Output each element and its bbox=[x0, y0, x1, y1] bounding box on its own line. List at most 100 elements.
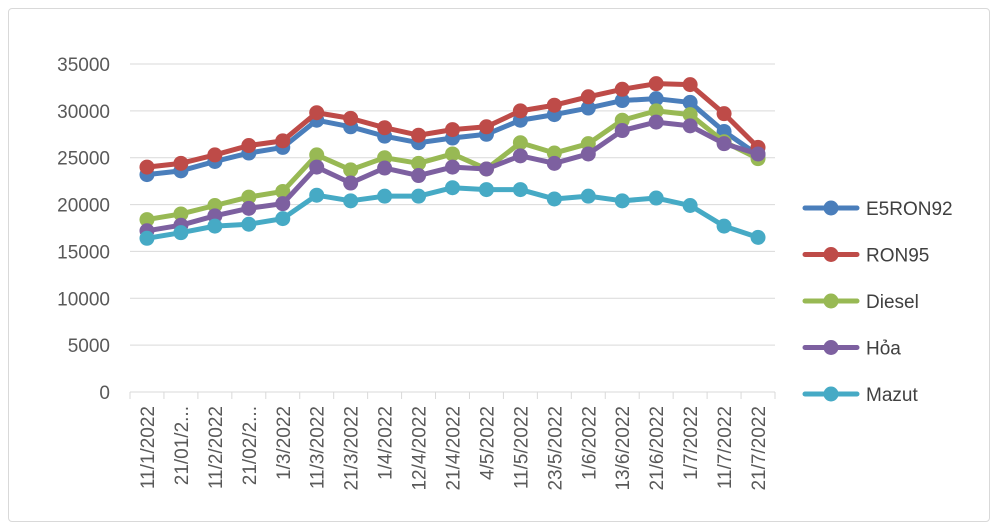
data-point bbox=[411, 155, 427, 171]
legend-label: E5RON92 bbox=[866, 199, 953, 220]
data-point bbox=[411, 168, 427, 184]
data-point bbox=[512, 135, 528, 151]
legend-item: RON95 bbox=[802, 246, 929, 267]
data-point bbox=[750, 229, 766, 245]
x-tick-label: 11/7/2022 bbox=[715, 406, 736, 489]
legend: E5RON92 RON95 Diesel Hỏa Mazut bbox=[802, 199, 953, 406]
data-point bbox=[512, 148, 528, 164]
data-point bbox=[139, 159, 155, 175]
data-point bbox=[275, 133, 291, 149]
series-1 bbox=[139, 76, 766, 175]
data-point bbox=[139, 212, 155, 228]
x-tick-label: 4/5/2022 bbox=[477, 406, 498, 480]
data-point bbox=[512, 103, 528, 119]
data-point bbox=[546, 155, 562, 171]
data-point bbox=[343, 193, 359, 209]
data-point bbox=[750, 146, 766, 162]
data-point bbox=[580, 146, 596, 162]
data-point bbox=[275, 183, 291, 199]
data-point bbox=[716, 123, 732, 139]
data-point bbox=[682, 198, 698, 214]
data-point bbox=[614, 123, 630, 139]
x-tick-label: 23/5/2022 bbox=[545, 406, 566, 491]
data-point bbox=[716, 106, 732, 122]
y-tick-label: 25000 bbox=[57, 149, 110, 170]
data-point bbox=[478, 161, 494, 177]
data-point bbox=[343, 110, 359, 126]
data-point bbox=[377, 120, 393, 136]
legend-marker bbox=[823, 293, 839, 309]
data-point bbox=[309, 147, 325, 163]
data-point bbox=[207, 208, 223, 224]
x-tick-label: 1/6/2022 bbox=[579, 406, 600, 480]
data-point bbox=[580, 136, 596, 152]
data-point bbox=[682, 107, 698, 123]
axes: 0 5000 10000 15000 20000 25000 30000 35000 11/1/… bbox=[57, 55, 776, 491]
data-point bbox=[377, 160, 393, 176]
x-tick-label: 1/3/2022 bbox=[274, 406, 295, 480]
data-point bbox=[682, 118, 698, 134]
x-tick-label: 1/4/2022 bbox=[376, 406, 397, 480]
data-point bbox=[512, 182, 528, 198]
data-point bbox=[343, 175, 359, 191]
legend-item: Hỏa bbox=[802, 339, 901, 360]
y-tick-label: 35000 bbox=[57, 55, 110, 76]
x-tick-label: 21/7/2022 bbox=[749, 406, 770, 491]
x-tick-label: 21/3/2022 bbox=[342, 406, 363, 491]
y-tick-label: 10000 bbox=[57, 289, 110, 310]
legend-label: Mazut bbox=[866, 385, 918, 406]
data-point bbox=[546, 145, 562, 161]
data-point bbox=[614, 112, 630, 128]
data-point bbox=[648, 91, 664, 107]
x-tick-label: 1/7/2022 bbox=[681, 406, 702, 480]
data-point bbox=[275, 196, 291, 212]
data-point bbox=[580, 89, 596, 105]
x-tick-label: 21/02/2... bbox=[240, 406, 261, 485]
legend-label: RON95 bbox=[866, 246, 929, 267]
data-point bbox=[546, 191, 562, 207]
legend-marker bbox=[823, 340, 839, 355]
x-tick-label: 11/5/2022 bbox=[511, 406, 532, 489]
data-point bbox=[716, 218, 732, 234]
series-lines bbox=[139, 76, 766, 246]
data-point bbox=[139, 230, 155, 246]
y-tick-label: 20000 bbox=[57, 196, 110, 217]
data-point bbox=[716, 136, 732, 152]
data-point bbox=[648, 190, 664, 206]
x-tick-label: 21/6/2022 bbox=[647, 406, 668, 491]
data-point bbox=[173, 155, 189, 171]
data-point bbox=[546, 97, 562, 113]
data-point bbox=[411, 188, 427, 204]
data-point bbox=[648, 76, 664, 92]
data-point bbox=[377, 188, 393, 204]
data-point bbox=[682, 94, 698, 110]
legend-item: Mazut bbox=[802, 385, 918, 406]
data-point bbox=[343, 162, 359, 178]
x-tick-label: 11/1/2022 bbox=[138, 406, 159, 489]
y-tick-label: 30000 bbox=[57, 102, 110, 123]
data-point bbox=[445, 180, 460, 196]
legend-item: E5RON92 bbox=[802, 199, 953, 220]
series-4 bbox=[139, 180, 766, 246]
data-point bbox=[682, 77, 698, 93]
data-point bbox=[207, 147, 223, 163]
data-point bbox=[241, 189, 257, 205]
data-point bbox=[580, 100, 596, 116]
x-tick-label: 11/3/2022 bbox=[308, 406, 329, 489]
data-point bbox=[648, 103, 664, 119]
data-point bbox=[614, 193, 630, 209]
legend-label: Hỏa bbox=[866, 339, 901, 360]
legend-marker bbox=[823, 247, 839, 262]
data-point bbox=[648, 114, 664, 130]
data-point bbox=[207, 218, 223, 234]
data-point bbox=[377, 150, 393, 166]
y-tick-label: 15000 bbox=[57, 242, 110, 263]
data-point bbox=[173, 206, 189, 222]
data-point bbox=[241, 216, 257, 232]
data-point bbox=[309, 159, 325, 175]
y-tick-label: 5000 bbox=[68, 336, 110, 357]
data-point bbox=[241, 200, 257, 216]
legend-marker bbox=[823, 200, 839, 216]
x-tick-label: 12/4/2022 bbox=[410, 406, 431, 491]
